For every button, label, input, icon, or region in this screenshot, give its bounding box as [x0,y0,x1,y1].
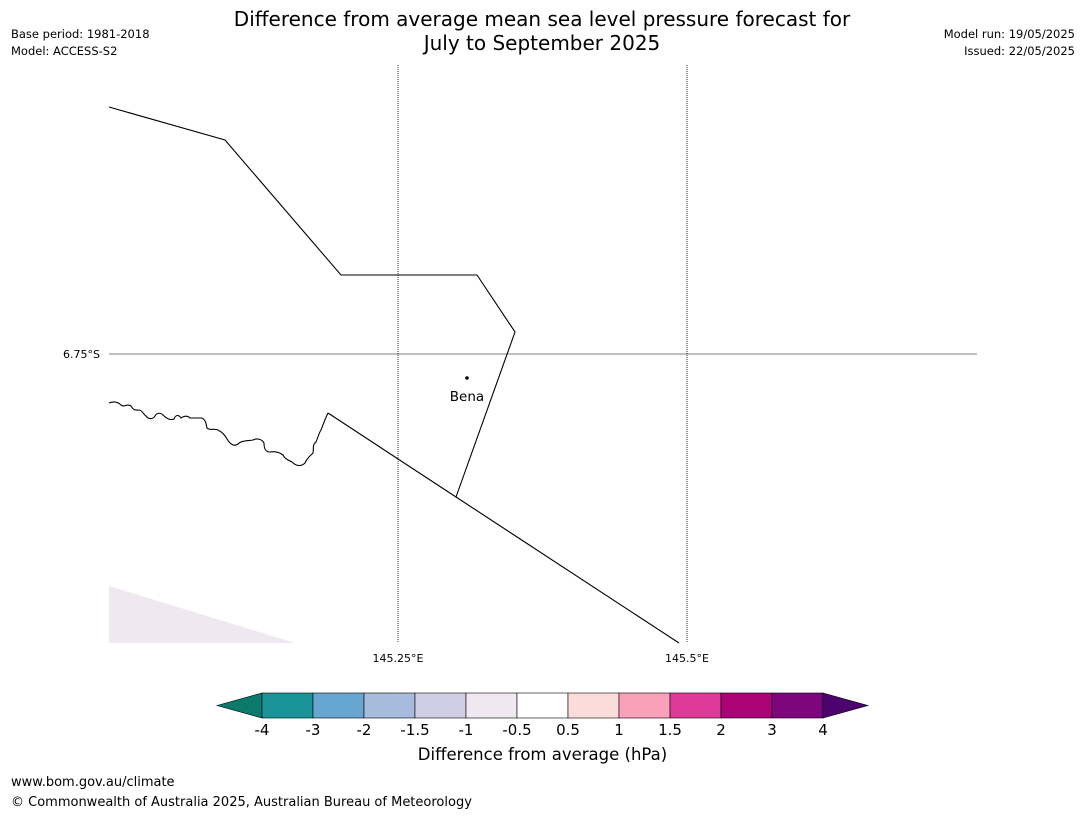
boundary-line [108,106,516,498]
colorbar-swatch [414,692,467,719]
colorbar: -4 -3 -2 -1.5 -1 -0.5 0.5 1 1.5 2 3 4 [215,692,870,739]
colorbar-swatch [516,692,569,719]
colorbar-arrow-low [215,692,263,719]
colorbar-tick-label: 1 [614,721,624,739]
meta-left: Base period: 1981-2018 Model: ACCESS-S2 [11,26,150,60]
longitude-label: 145.5°E [665,652,709,665]
coastline [108,401,329,467]
colorbar-swatch [465,692,518,719]
colorbar-tick-label: -2 [357,721,372,739]
colorbar-tick-label: 3 [767,721,777,739]
colorbar-tick-label: -4 [255,721,270,739]
colorbar-tick-label: -3 [306,721,321,739]
longitude-label: 145.25°E [373,652,424,665]
model-run: Model run: 19/05/2025 [943,27,1075,41]
base-period: Base period: 1981-2018 [11,27,150,41]
place-label: Bena [450,389,484,405]
issued-date: Issued: 22/05/2025 [964,44,1075,58]
boundary-line [327,412,680,644]
colorbar-swatch [567,692,620,719]
colorbar-swatch [261,692,314,719]
pressure-shading [109,586,295,643]
colorbar-tick-label: -1 [459,721,474,739]
colorbar-tick-label: 2 [716,721,726,739]
colorbar-tick-label: 4 [818,721,828,739]
meta-right: Model run: 19/05/2025 Issued: 22/05/2025 [944,26,1075,60]
colorbar-swatch [618,692,671,719]
place-marker [465,376,469,380]
colorbar-tick-label: -1.5 [400,721,429,739]
footer-copyright: © Commonwealth of Australia 2025, Austra… [11,795,472,810]
map-title: Difference from average mean sea level p… [142,7,942,55]
colorbar-swatch [771,692,824,719]
colorbar-tick-label: 0.5 [556,721,580,739]
colorbar-label: Difference from average (hPa) [417,745,668,764]
colorbar-swatch [669,692,722,719]
colorbar-swatch [363,692,416,719]
colorbar-tick-label: 1.5 [658,721,682,739]
colorbar-swatch [720,692,773,719]
title-line-2: July to September 2025 [423,31,661,55]
model-name: Model: ACCESS-S2 [11,44,118,58]
colorbar-arrow-high [822,692,870,719]
footer-url: www.bom.gov.au/climate [11,775,175,790]
colorbar-tick-label: -0.5 [502,721,531,739]
colorbar-swatch [312,692,365,719]
title-line-1: Difference from average mean sea level p… [233,7,851,31]
latitude-label: 6.75°S [63,348,100,361]
